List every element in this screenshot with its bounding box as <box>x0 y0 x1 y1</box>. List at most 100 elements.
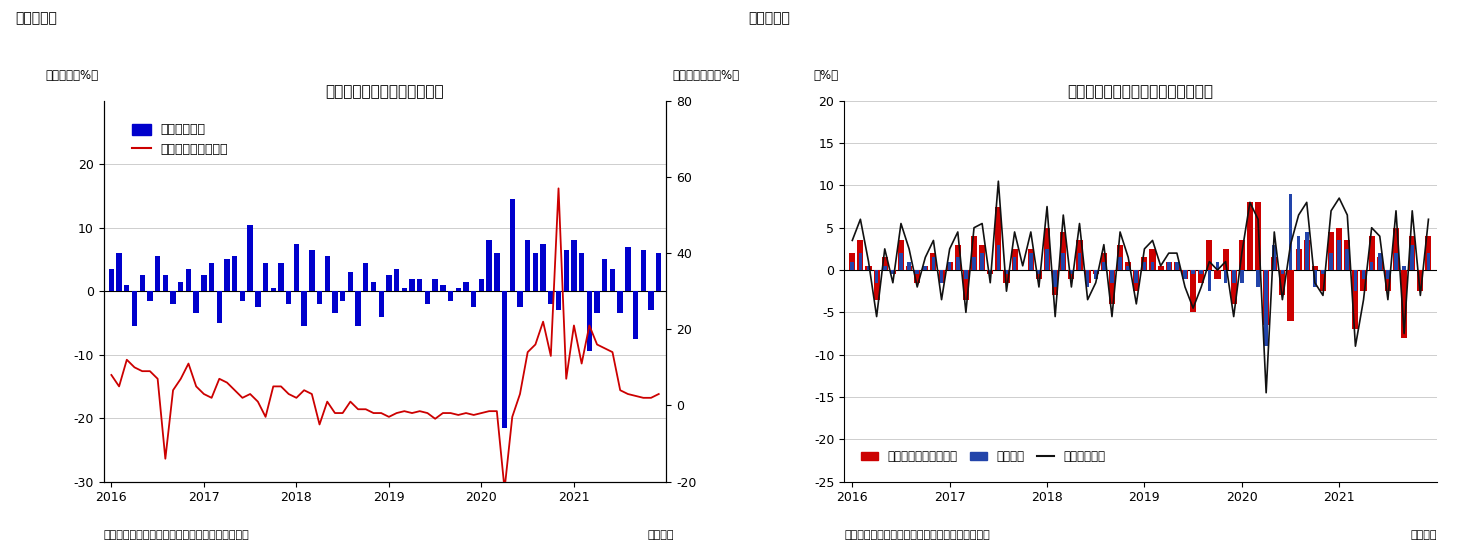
Bar <box>1029 253 1032 270</box>
Bar <box>1004 270 1009 274</box>
Text: （前月比、%）: （前月比、%） <box>44 69 98 82</box>
Legend: 集合住宅（二戸以上）, 一戸建て, 住宅許可件数: 集合住宅（二戸以上）, 一戸建て, 住宅許可件数 <box>856 446 1111 468</box>
Bar <box>1093 270 1099 274</box>
Bar <box>502 291 508 428</box>
Bar <box>447 291 453 301</box>
Bar <box>1401 270 1407 338</box>
Bar <box>1231 270 1237 304</box>
Bar <box>1377 258 1383 270</box>
Bar <box>610 269 615 291</box>
Bar <box>278 263 284 291</box>
Bar <box>883 266 887 270</box>
Bar <box>533 253 538 291</box>
Bar <box>964 270 967 278</box>
Bar <box>471 291 477 307</box>
Bar <box>1200 270 1203 274</box>
Bar <box>1053 270 1057 287</box>
Bar <box>1425 236 1432 270</box>
Bar <box>1345 240 1351 270</box>
Bar <box>875 270 878 283</box>
Bar <box>1361 270 1367 291</box>
Bar <box>1370 262 1373 270</box>
Bar <box>1345 249 1349 270</box>
Bar <box>1052 270 1059 296</box>
Bar <box>1321 270 1325 274</box>
Bar <box>988 270 994 274</box>
Bar <box>932 258 936 270</box>
Bar <box>517 291 523 307</box>
Bar <box>1222 249 1229 270</box>
Bar <box>163 276 167 291</box>
Bar <box>456 288 461 291</box>
Title: 住宅着工許可件数（伸び率）: 住宅着工許可件数（伸び率） <box>326 85 444 100</box>
Bar <box>178 282 184 291</box>
Bar <box>1183 270 1186 278</box>
Bar <box>293 244 299 291</box>
Bar <box>394 269 400 291</box>
Text: （資料）センサス局よりニッセイ基礎研究所作成: （資料）センサス局よりニッセイ基礎研究所作成 <box>844 530 989 540</box>
Bar <box>1410 245 1414 270</box>
Bar <box>156 256 160 291</box>
Legend: 季調済前月比, 前年同月比（右軸）: 季調済前月比, 前年同月比（右軸） <box>127 119 233 161</box>
Bar <box>1305 232 1309 270</box>
Bar <box>317 291 323 304</box>
Bar <box>1330 253 1333 270</box>
Bar <box>923 266 929 270</box>
Bar <box>1361 270 1365 278</box>
Bar <box>495 253 499 291</box>
Bar <box>914 270 920 283</box>
Text: （図表５）: （図表５） <box>15 11 56 25</box>
Bar <box>1191 270 1195 274</box>
Bar <box>1207 270 1211 291</box>
Text: （月次）: （月次） <box>647 530 674 540</box>
Bar <box>980 253 983 270</box>
Bar <box>963 270 969 300</box>
Bar <box>955 245 961 270</box>
Bar <box>1247 202 1253 270</box>
Bar <box>478 278 484 291</box>
Bar <box>1086 270 1090 287</box>
Bar <box>486 240 492 291</box>
Bar <box>464 282 468 291</box>
Bar <box>255 291 261 307</box>
Bar <box>1094 270 1097 278</box>
Bar <box>1167 262 1170 270</box>
Bar <box>1158 266 1164 270</box>
Bar <box>387 276 391 291</box>
Bar <box>247 225 253 291</box>
Bar <box>972 258 976 270</box>
Bar <box>859 253 862 270</box>
Bar <box>147 291 153 301</box>
Bar <box>849 253 856 270</box>
Bar <box>594 291 600 314</box>
Text: （月次）: （月次） <box>1410 530 1437 540</box>
Bar <box>409 278 415 291</box>
Bar <box>1149 249 1155 270</box>
Bar <box>632 291 638 339</box>
Bar <box>1368 236 1374 270</box>
Bar <box>363 263 369 291</box>
Bar <box>302 291 307 326</box>
Bar <box>1417 270 1423 291</box>
Bar <box>425 291 429 304</box>
Bar <box>1046 249 1049 270</box>
Bar <box>1037 270 1041 274</box>
Bar <box>892 270 895 274</box>
Bar <box>1028 249 1034 270</box>
Bar <box>649 291 653 310</box>
Text: （資料）センサス局よりニッセイ基礎研究所作成: （資料）センサス局よりニッセイ基礎研究所作成 <box>104 530 249 540</box>
Bar <box>332 291 338 314</box>
Bar <box>1102 262 1106 270</box>
Bar <box>915 270 920 274</box>
Bar <box>1127 266 1130 270</box>
Bar <box>370 282 376 291</box>
Bar <box>1143 262 1146 270</box>
Bar <box>1394 253 1398 270</box>
Bar <box>857 240 863 270</box>
Bar <box>509 199 515 291</box>
Bar <box>1214 270 1220 278</box>
Bar <box>1151 262 1154 270</box>
Bar <box>418 278 422 291</box>
Bar <box>995 207 1001 270</box>
Bar <box>432 278 438 291</box>
